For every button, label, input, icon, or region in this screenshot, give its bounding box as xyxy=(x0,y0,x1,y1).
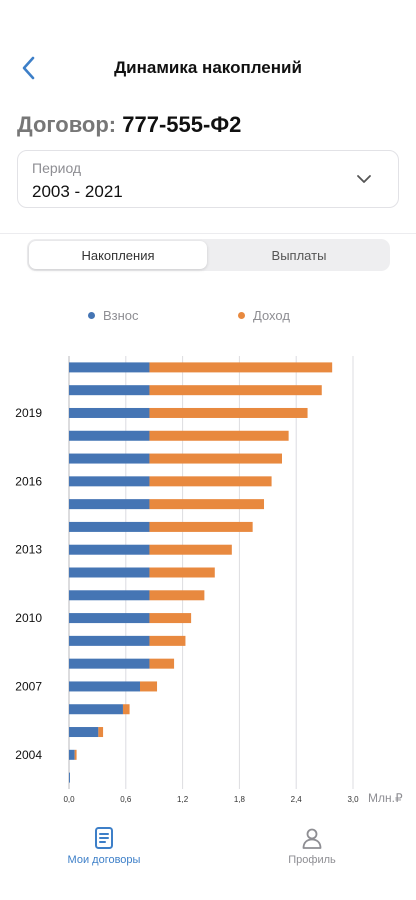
x-tick-label: 0,0 xyxy=(63,795,75,804)
bar-contribution xyxy=(69,567,150,578)
bar-contribution xyxy=(69,544,150,555)
period-selector[interactable]: Период 2003 - 2021 xyxy=(17,150,399,208)
nav-item-profile[interactable]: Профиль xyxy=(242,826,382,866)
bar-contribution xyxy=(69,772,70,783)
x-tick-label: 0,6 xyxy=(120,795,132,804)
x-tick-label: 1,8 xyxy=(234,795,246,804)
contract-number: 777-555-Ф2 xyxy=(122,112,242,137)
legend-label: Доход xyxy=(253,308,290,323)
bar-income xyxy=(149,430,289,441)
legend-item-contribution: Взнос xyxy=(88,308,139,323)
bar-contribution xyxy=(69,407,150,418)
bar-income xyxy=(149,521,253,532)
bar-income xyxy=(149,499,265,510)
y-tick-label: 2019 xyxy=(15,406,42,420)
bar-income xyxy=(149,544,232,555)
chevron-left-icon xyxy=(22,56,35,80)
bottom-navigation: Мои договоры Профиль xyxy=(0,820,416,900)
bar-contribution xyxy=(69,681,140,692)
bar-contribution xyxy=(69,635,150,646)
tab-payouts[interactable]: Выплаты xyxy=(271,247,327,263)
legend-label: Взнос xyxy=(103,308,139,323)
bar-contribution xyxy=(69,613,150,624)
legend-dot-icon xyxy=(88,312,95,319)
x-tick-label: 1,2 xyxy=(177,795,189,804)
accumulation-chart: 0,0 0,6 1,2 1,8 2,4 3,0 Млн.₽ 2019 2016 2013 2010 2… xyxy=(15,356,403,805)
nav-item-my-contracts[interactable]: Мои договоры xyxy=(34,826,174,866)
bar-income xyxy=(149,613,192,624)
document-icon xyxy=(95,827,113,849)
chart-legend: Взнос Доход xyxy=(0,308,416,326)
bar-contribution xyxy=(69,590,150,601)
bar-income xyxy=(149,590,205,601)
bar-income xyxy=(149,453,282,464)
bar-contribution xyxy=(69,749,75,760)
x-tick-label: 2,4 xyxy=(291,795,303,804)
tab-savings[interactable]: Накопления xyxy=(29,241,207,269)
bar-income xyxy=(149,567,215,578)
bar-income xyxy=(149,362,333,373)
nav-label: Мои договоры xyxy=(67,854,141,866)
bar-contribution xyxy=(69,453,150,464)
legend-item-income: Доход xyxy=(238,308,290,323)
y-tick-label: 2010 xyxy=(15,611,42,625)
x-tick-label: 3,0 xyxy=(347,795,359,804)
y-tick-label: 2004 xyxy=(15,748,42,762)
bar-income xyxy=(149,476,272,487)
bar-contribution xyxy=(69,476,150,487)
contract-heading: Договор: 777-555-Ф2 xyxy=(17,112,241,138)
bar-income xyxy=(98,727,104,738)
person-icon xyxy=(302,828,322,849)
bar-contribution xyxy=(69,362,150,373)
bar-contribution xyxy=(69,499,150,510)
bar-income xyxy=(149,407,308,418)
y-tick-label: 2013 xyxy=(15,543,42,557)
chevron-down-icon xyxy=(357,175,371,183)
bar-contribution xyxy=(69,521,150,532)
bar-income xyxy=(74,749,77,760)
page-title: Динамика накоплений xyxy=(114,58,302,77)
x-axis-unit: Млн.₽ xyxy=(368,791,403,805)
period-value: 2003 - 2021 xyxy=(32,182,123,201)
bar-contribution xyxy=(69,727,99,738)
bar-contribution xyxy=(69,385,150,396)
header: Динамика накоплений xyxy=(0,0,416,110)
contract-label: Договор: xyxy=(17,112,117,137)
segmented-control: Накопления Выплаты xyxy=(27,239,390,271)
bar-contribution xyxy=(69,430,150,441)
bar-income xyxy=(149,658,175,669)
divider xyxy=(0,233,416,234)
back-button[interactable] xyxy=(14,54,42,82)
bar-income xyxy=(122,704,130,715)
legend-dot-icon xyxy=(238,312,245,319)
bar-contribution xyxy=(69,658,150,669)
y-tick-label: 2016 xyxy=(15,474,42,488)
y-tick-label: 2007 xyxy=(15,679,42,693)
period-label: Период xyxy=(32,160,82,176)
bar-income xyxy=(140,681,158,692)
nav-label: Профиль xyxy=(288,854,336,866)
bar-contribution xyxy=(69,704,123,715)
bar-income xyxy=(149,635,186,646)
bar-income xyxy=(149,385,322,396)
